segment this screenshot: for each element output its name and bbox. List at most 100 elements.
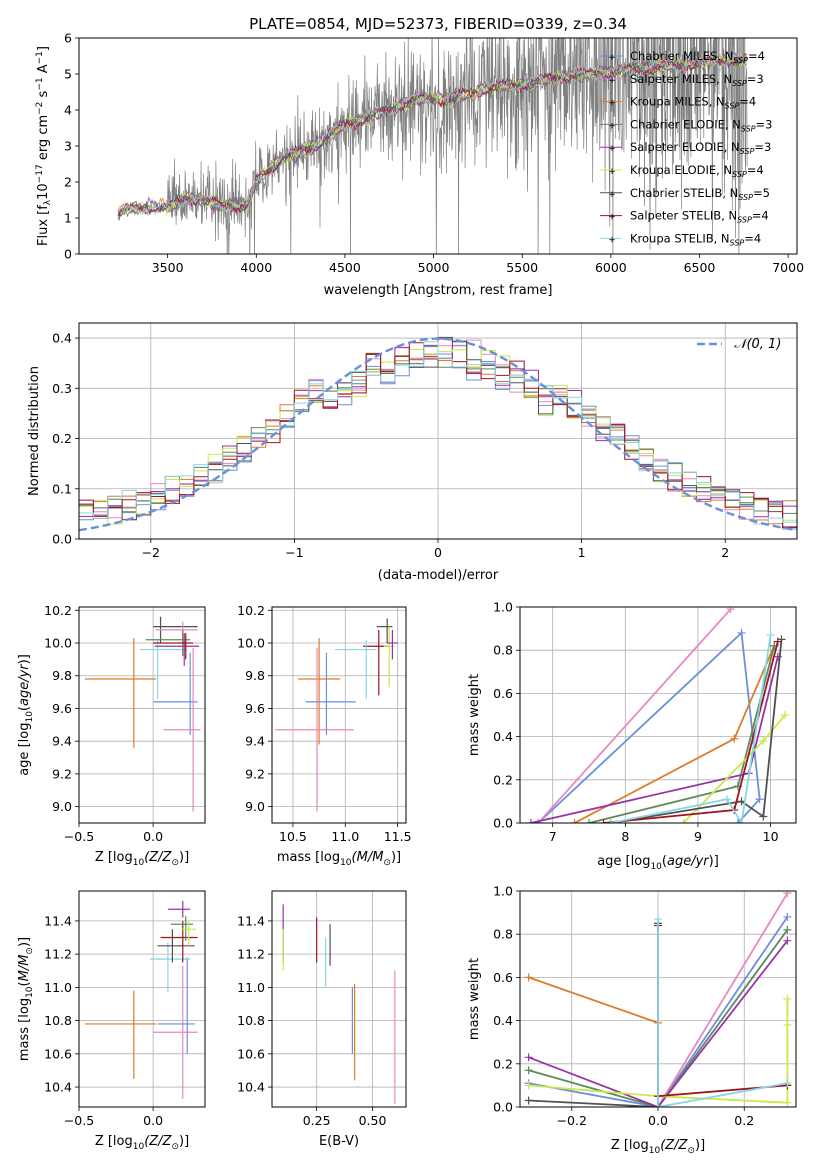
mass-weight-point: [730, 734, 739, 743]
axes-frame: [78, 322, 798, 540]
x-tick-label: −0.2: [557, 1113, 587, 1128]
y-tick-label: 6: [64, 31, 72, 46]
legend-label: Chabrier ELODIE, NSSP=3: [630, 117, 772, 133]
x-tick-label: 8: [621, 829, 629, 844]
mass-weight-point: [783, 936, 792, 945]
y-axis-label: mass [log10(M/M⊙)]: [17, 937, 35, 1061]
mass-weight-line: [530, 656, 779, 823]
legend-marker: +: [608, 53, 616, 63]
y-axis-label: mass weight: [467, 958, 482, 1040]
mass-weight-point: [783, 891, 792, 898]
mass-weight-point: [534, 819, 543, 823]
y-tick-label: 9.4: [52, 734, 72, 749]
x-tick-label: 5500: [506, 260, 538, 275]
mass-weight-point: [524, 1081, 533, 1090]
legend-marker: +: [608, 213, 616, 223]
mass-weight-point: [766, 631, 775, 640]
y-tick-label: 0: [64, 247, 72, 262]
legend-marker: +: [608, 167, 616, 177]
y-tick-label: 10.0: [237, 636, 265, 651]
x-tick-label: −0.5: [64, 829, 94, 844]
x-axis-label: wavelength [Angstrom, rest frame]: [324, 283, 553, 298]
mass-weight-point: [726, 607, 735, 614]
legend-marker: +: [608, 99, 616, 109]
x-axis-label: Z [log10(Z/Z⊙)]: [95, 1134, 189, 1152]
x-tick-label: 4500: [329, 260, 361, 275]
legend-marker: +: [608, 190, 616, 200]
y-tick-label: 10.6: [44, 1046, 72, 1061]
y-tick-label: 9.8: [52, 668, 72, 683]
x-axis-label: Z [log10(Z/Z⊙)]: [611, 1138, 705, 1156]
x-tick-label: 10: [763, 829, 779, 844]
axes-frame: [271, 890, 407, 1108]
mass-weight-line: [528, 929, 789, 1107]
y-tick-label: 10.6: [237, 1046, 265, 1061]
residuals-panel: −2 −1 0 1 2 0.0 0.1 0.2 0.3 0.4 𝒩(0, 1) (data-model…: [27, 322, 798, 583]
x-tick-label: −2: [142, 545, 160, 560]
mass-weight-point: [773, 637, 782, 646]
mass-weight-point: [570, 819, 579, 823]
model-spectrum-line: [117, 53, 748, 216]
y-tick-label: 9.6: [52, 701, 72, 716]
mass-weight-point: [733, 819, 742, 823]
model-spectrum-line: [117, 54, 748, 220]
y-tick-label: 1.0: [493, 600, 513, 615]
x-tick-label: −0.5: [64, 1113, 94, 1128]
x-axis-label: E(B-V): [319, 1134, 359, 1149]
y-tick-label: 10.2: [44, 603, 72, 618]
mass-weight-point: [783, 1079, 792, 1088]
y-tick-label: 0.6: [493, 686, 513, 701]
y-tick-label: 0.2: [493, 1056, 513, 1071]
plot-area: [524, 891, 792, 1107]
mass-weight-point: [585, 819, 593, 823]
mass-weight-point: [783, 995, 792, 1003]
mass-weight-line: [528, 916, 789, 1107]
mass-weight-point: [783, 1098, 792, 1107]
y-tick-label: 10.4: [237, 1080, 265, 1095]
mass-weight-point: [777, 635, 786, 644]
legend-label: Salpeter ELODIE, NSSP=3: [630, 140, 771, 156]
axes-frame: [78, 606, 206, 824]
y-axis-label: Flux [fλ10−17 erg cm−2 s−1 A−1]: [35, 46, 53, 246]
legend-label: Salpeter MILES, NSSP=3: [630, 72, 764, 88]
y-tick-label: 0.0: [493, 816, 513, 831]
legend-label: 𝒩(0, 1): [734, 337, 781, 352]
legend-label: Chabrier MILES, NSSP=4: [630, 49, 765, 65]
legend-marker: +: [608, 235, 616, 245]
mass-weight-line: [657, 919, 788, 1107]
y-tick-label: 2: [64, 175, 72, 190]
legend-label: Salpeter STELIB, NSSP=4: [630, 209, 769, 225]
x-tick-label: 3500: [152, 260, 184, 275]
model-spectrum-line: [117, 52, 748, 218]
mass-weight-point: [599, 819, 608, 823]
mass-weight-point: [781, 711, 790, 719]
y-tick-label: 1: [64, 211, 72, 226]
age-vs-mass-panel: 10.5 11.0 11.5 9.0 9.2 9.4 9.6 9.8 10.0 10.2 mass …: [237, 603, 411, 868]
mass-weight-point: [737, 819, 746, 823]
y-tick-label: 3: [64, 139, 72, 154]
legend-marker: +: [608, 144, 616, 154]
x-tick-label: 2: [721, 545, 729, 560]
y-tick-label: 11.2: [237, 947, 265, 962]
age-vs-metallicity-panel: −0.5 0.0 9.0 9.2 9.4 9.6 9.8 10.0 10.2 Z [log10(Z…: [17, 603, 206, 868]
mass-weight-point: [606, 819, 615, 823]
y-tick-label: 10.4: [44, 1080, 72, 1095]
y-tick-label: 0.0: [52, 532, 72, 547]
x-axis-label: age [log10(age/yr)]: [597, 854, 719, 872]
y-tick-label: 0.3: [52, 381, 72, 396]
mass-weight-vs-age-panel: 7 8 9 10 0.0 0.2 0.4 0.6 0.8 1.0 mass weight age [l…: [467, 600, 797, 872]
mass-weight-line: [528, 976, 659, 1024]
mass-weight-point: [524, 1053, 533, 1062]
y-tick-label: 11.4: [237, 913, 265, 928]
legend-marker: +: [608, 76, 616, 86]
plot-area: [526, 607, 790, 823]
y-tick-label: 0.1: [52, 481, 72, 496]
y-tick-label: 0.8: [493, 927, 513, 942]
mass-weight-point: [524, 1096, 533, 1105]
x-tick-label: −1: [285, 545, 303, 560]
mass-weight-point: [755, 795, 764, 804]
y-tick-label: 5: [64, 67, 72, 82]
x-axis-label: Z [log10(Z/Z⊙)]: [95, 850, 189, 868]
legend-marker: +: [608, 121, 616, 131]
mass-weight-line: [610, 639, 783, 823]
